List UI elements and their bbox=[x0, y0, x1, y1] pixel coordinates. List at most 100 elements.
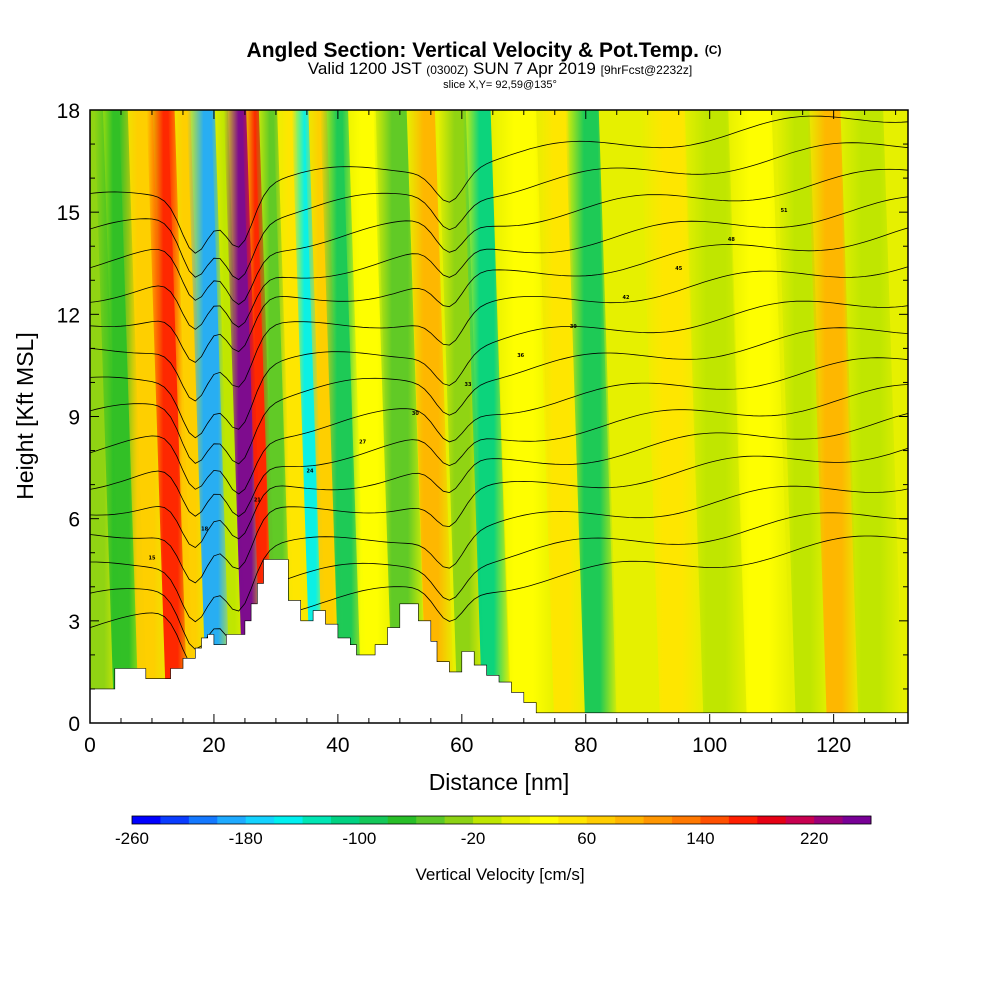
velocity-column bbox=[342, 110, 396, 723]
subtitle-valid: Valid 1200 JST bbox=[308, 59, 422, 78]
colorbar-swatch bbox=[387, 816, 417, 824]
contour-label: 30 bbox=[412, 411, 419, 417]
colorbar-swatch bbox=[473, 816, 502, 824]
contour-label: 33 bbox=[465, 382, 472, 388]
x-tick-label: 40 bbox=[326, 734, 349, 757]
colorbar-swatch bbox=[330, 816, 360, 824]
y-tick-label: 6 bbox=[68, 509, 80, 532]
contour-line bbox=[90, 327, 908, 465]
colorbar-swatch bbox=[132, 816, 161, 824]
x-axis: 0 20 40 60 80 100 120 bbox=[84, 110, 897, 757]
colorbar-tick-label: 220 bbox=[800, 829, 828, 848]
y-tick-label: 9 bbox=[68, 407, 80, 430]
velocity-column bbox=[186, 110, 235, 723]
colorbar-swatch bbox=[586, 816, 616, 824]
velocity-column bbox=[223, 110, 266, 723]
velocity-column bbox=[727, 110, 792, 723]
velocity-column bbox=[406, 110, 455, 723]
colorbar-swatch bbox=[188, 816, 218, 824]
colorbar-swatch bbox=[416, 816, 446, 824]
colorbar-swatch bbox=[785, 816, 815, 824]
colorbar-tick-label: -260 bbox=[115, 829, 149, 848]
colorbar-swatch bbox=[757, 816, 787, 824]
contour-label: 42 bbox=[623, 295, 630, 301]
colorbar-swatch bbox=[728, 816, 758, 824]
contour-label: 36 bbox=[517, 353, 524, 359]
colorbar-swatch bbox=[700, 816, 730, 824]
colorbar-swatch bbox=[643, 816, 673, 824]
colorbar-swatch bbox=[529, 816, 559, 824]
colorbar-swatch bbox=[160, 816, 190, 824]
colorbar-tick-label: -20 bbox=[461, 829, 486, 848]
colorbar-swatch bbox=[444, 816, 474, 824]
velocity-column bbox=[437, 110, 486, 723]
velocity-column bbox=[806, 110, 861, 723]
contour-label: 18 bbox=[201, 527, 208, 533]
colorbar-tick-label: -100 bbox=[342, 829, 376, 848]
contour-line bbox=[90, 266, 908, 402]
contour-label: 45 bbox=[675, 266, 682, 272]
subtitle-utc: (0300Z) bbox=[426, 63, 468, 77]
y-tick-label: 12 bbox=[57, 304, 80, 327]
y-tick-label: 18 bbox=[57, 100, 80, 123]
y-axis-label: Height [Kft MSL] bbox=[12, 332, 38, 499]
contour-line bbox=[90, 115, 908, 254]
colorbar-label: Vertical Velocity [cm/s] bbox=[415, 865, 584, 884]
velocity-column bbox=[168, 110, 211, 723]
colorbar-swatch bbox=[501, 816, 531, 824]
chart-subtitle: Valid 1200 JST (0300Z) SUN 7 Apr 2019 [9… bbox=[308, 59, 692, 78]
x-tick-label: 80 bbox=[574, 734, 597, 757]
colorbar-ticks: -260 -180 -100 -20 60 140 220 bbox=[115, 829, 828, 848]
colorbar-swatch bbox=[245, 816, 275, 824]
velocity-column bbox=[462, 110, 511, 723]
contour-label: 51 bbox=[781, 208, 788, 214]
x-tick-label: 20 bbox=[202, 734, 225, 757]
contour-label: 24 bbox=[307, 469, 314, 475]
contour-line bbox=[90, 413, 908, 548]
y-tick-label: 3 bbox=[68, 611, 80, 634]
colorbar-tick-label: 60 bbox=[577, 829, 596, 848]
contour-line bbox=[90, 384, 908, 517]
x-tick-label: 100 bbox=[692, 734, 727, 757]
contour-line bbox=[90, 485, 908, 623]
plot-area: 15 18 21 24 27 30 33 36 39 42 45 48 51 bbox=[90, 110, 908, 723]
velocity-column bbox=[373, 110, 427, 723]
velocity-column bbox=[838, 110, 904, 723]
contour-label: 21 bbox=[254, 498, 261, 504]
x-tick-label: 0 bbox=[84, 734, 96, 757]
colorbar-swatch bbox=[359, 816, 389, 824]
contour-line bbox=[90, 168, 908, 305]
subtitle-forecast: [9hrFcst@2232z] bbox=[601, 63, 693, 77]
velocity-column bbox=[291, 110, 329, 723]
contour-label: 48 bbox=[728, 237, 735, 243]
colorbar bbox=[131, 815, 872, 825]
x-axis-label: Distance [nm] bbox=[429, 769, 570, 795]
colorbar-swatch bbox=[672, 816, 701, 824]
contour-line bbox=[90, 142, 908, 281]
contour-line bbox=[90, 227, 908, 363]
colorbar-tick-label: -180 bbox=[229, 829, 263, 848]
colorbar-swatch bbox=[842, 816, 872, 824]
x-tick-label: 60 bbox=[450, 734, 473, 757]
y-tick-label: 0 bbox=[68, 713, 80, 736]
velocity-column bbox=[211, 110, 248, 723]
x-tick-label: 120 bbox=[816, 734, 851, 757]
colorbar-swatch bbox=[302, 816, 332, 824]
velocity-column bbox=[273, 110, 316, 723]
contour-label: 39 bbox=[570, 324, 577, 330]
contour-line bbox=[90, 357, 908, 495]
slice-label: slice X,Y= 92,59@135° bbox=[443, 79, 557, 91]
colorbar-tick-label: 140 bbox=[686, 829, 714, 848]
terrain-mask bbox=[90, 559, 908, 723]
colorbar-swatch bbox=[274, 816, 303, 824]
subtitle-date: SUN 7 Apr 2019 bbox=[473, 59, 596, 78]
colorbar-swatch bbox=[217, 816, 247, 824]
chart-title-main: Angled Section: Vertical Velocity & Pot.… bbox=[247, 39, 699, 62]
vertical-velocity-field bbox=[90, 110, 904, 723]
velocity-column bbox=[565, 110, 619, 723]
velocity-column bbox=[776, 110, 830, 723]
colorbar-swatch bbox=[558, 816, 588, 824]
chart-title: Angled Section: Vertical Velocity & Pot.… bbox=[247, 39, 722, 62]
